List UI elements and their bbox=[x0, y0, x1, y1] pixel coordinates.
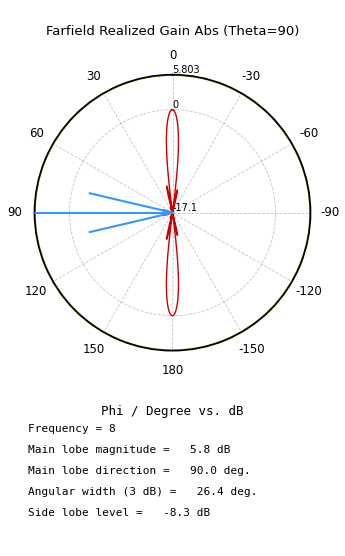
Text: Phi / Degree vs. dB: Phi / Degree vs. dB bbox=[101, 405, 244, 418]
Text: Main lobe magnitude =   5.8 dB: Main lobe magnitude = 5.8 dB bbox=[28, 445, 230, 455]
Text: Angular width (3 dB) =   26.4 deg.: Angular width (3 dB) = 26.4 deg. bbox=[28, 487, 257, 497]
Text: Frequency = 8: Frequency = 8 bbox=[28, 424, 115, 434]
Text: Main lobe direction =   90.0 deg.: Main lobe direction = 90.0 deg. bbox=[28, 466, 250, 476]
Text: Side lobe level =   -8.3 dB: Side lobe level = -8.3 dB bbox=[28, 508, 210, 518]
Title: Farfield Realized Gain Abs (Theta=90): Farfield Realized Gain Abs (Theta=90) bbox=[46, 25, 299, 38]
